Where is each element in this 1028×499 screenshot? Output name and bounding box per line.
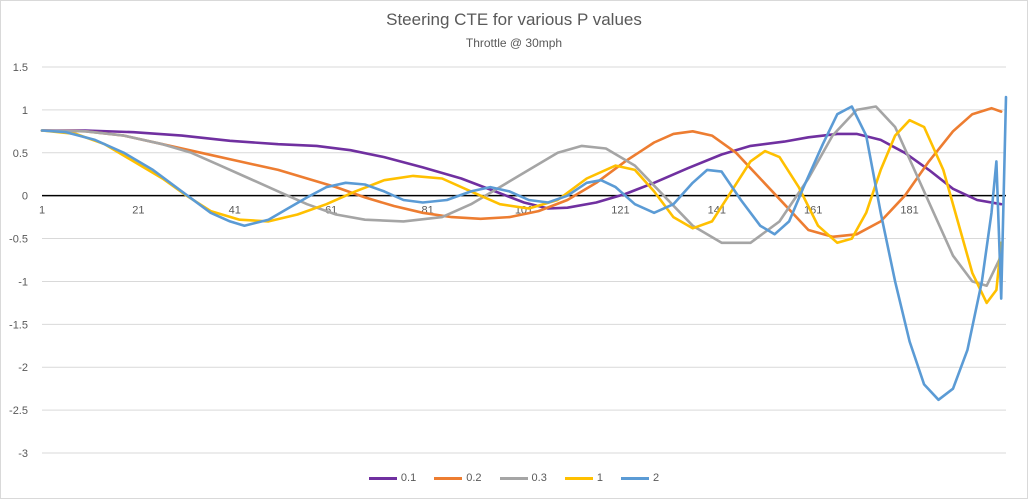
legend-item: 0.2 — [434, 472, 482, 484]
legend-label: 0.1 — [400, 472, 417, 484]
legend-swatch — [368, 476, 397, 480]
series-line-1 — [40, 118, 1003, 305]
x-tick-label: 21 — [132, 205, 144, 217]
x-tick-label: 181 — [900, 205, 918, 217]
y-tick-label: -1.5 — [9, 319, 28, 331]
legend-swatch — [434, 476, 463, 480]
y-tick-label: -0.5 — [9, 234, 28, 246]
series-line-0-3 — [40, 105, 1003, 287]
y-tick-label: -2.5 — [9, 405, 28, 417]
x-tick-label: 41 — [229, 205, 241, 217]
legend-label: 2 — [652, 472, 660, 484]
y-tick-label: 1 — [22, 105, 28, 117]
legend-item: 2 — [620, 472, 660, 484]
y-tick-label: 1.5 — [13, 62, 28, 74]
legend-swatch — [499, 476, 528, 480]
y-tick-label: -2 — [18, 362, 28, 374]
series-line-0-1 — [40, 129, 1003, 210]
x-tick-label: 121 — [611, 205, 629, 217]
series-line-2 — [40, 95, 1008, 402]
chart-title: Steering CTE for various P values — [386, 10, 642, 29]
x-tick-label: 1 — [39, 205, 45, 217]
y-tick-label: 0.5 — [13, 148, 28, 160]
legend-label: 0.2 — [466, 472, 482, 484]
legend: 0.1 0.2 0.3 1 2 — [0, 472, 1028, 484]
y-tick-label: -1 — [18, 276, 28, 288]
legend-label: 1 — [596, 472, 603, 484]
legend-item: 0.1 — [368, 472, 417, 484]
legend-label: 0.3 — [531, 472, 547, 484]
legend-item: 1 — [564, 472, 603, 484]
legend-swatch — [564, 476, 593, 480]
legend-swatch — [620, 476, 649, 480]
legend-item: 0.3 — [499, 472, 547, 484]
series-line-0-2 — [40, 106, 1003, 239]
chart-subtitle: Throttle @ 30mph — [465, 36, 563, 50]
y-tick-label: 0 — [22, 191, 28, 203]
y-tick-label: -3 — [18, 448, 28, 460]
